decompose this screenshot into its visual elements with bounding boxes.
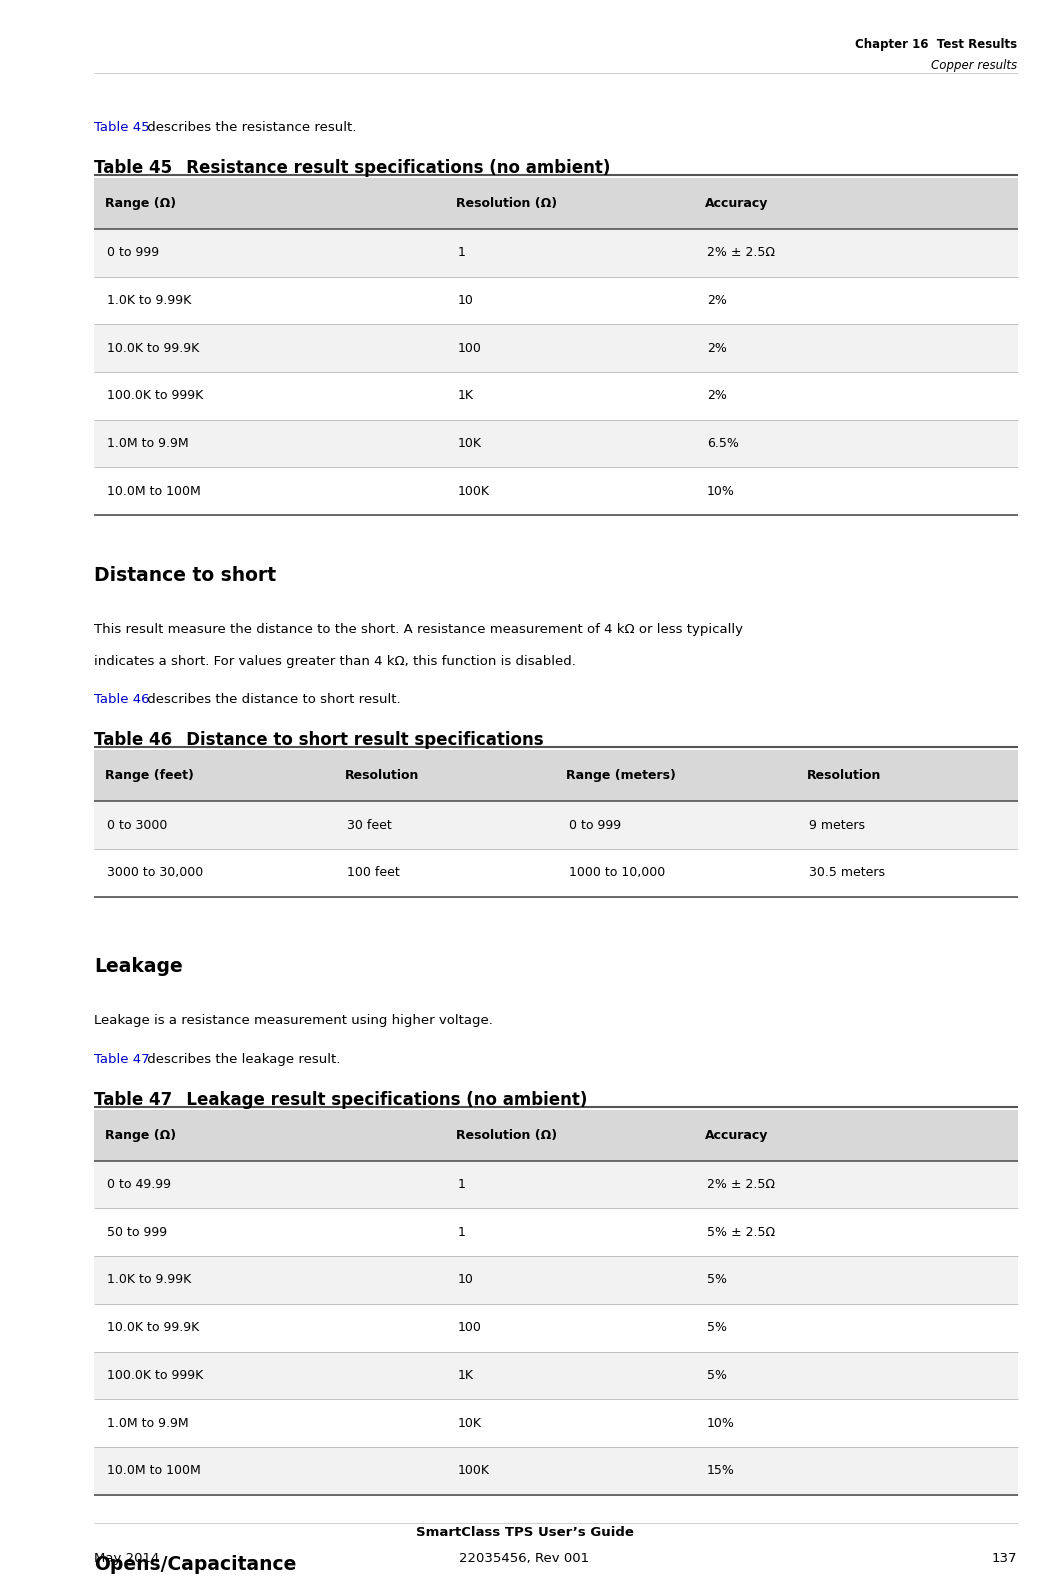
Text: 1.0K to 9.99K: 1.0K to 9.99K — [107, 294, 191, 307]
Text: 1.0M to 9.9M: 1.0M to 9.9M — [107, 1417, 189, 1429]
Text: 5% ± 2.5Ω: 5% ± 2.5Ω — [707, 1226, 775, 1239]
Text: Leakage: Leakage — [94, 957, 184, 976]
Text: 10: 10 — [457, 1274, 474, 1286]
Text: 100: 100 — [457, 1321, 481, 1334]
Text: 10%: 10% — [707, 485, 735, 498]
Bar — [94, 1256, 1018, 1304]
Text: 22035456, Rev 001: 22035456, Rev 001 — [459, 1552, 590, 1565]
Text: 2%: 2% — [707, 342, 727, 355]
Text: 0 to 49.99: 0 to 49.99 — [107, 1178, 171, 1191]
Text: Range (feet): Range (feet) — [105, 770, 194, 782]
Text: 0 to 999: 0 to 999 — [107, 246, 159, 259]
Bar — [94, 1352, 1018, 1399]
Text: Table 47  Leakage result specifications (no ambient): Table 47 Leakage result specifications (… — [94, 1091, 587, 1108]
Text: 2%: 2% — [707, 390, 727, 402]
Text: 10K: 10K — [457, 437, 481, 450]
Bar — [94, 1304, 1018, 1352]
Text: 1: 1 — [457, 1226, 466, 1239]
Text: Leakage is a resistance measurement using higher voltage.: Leakage is a resistance measurement usin… — [94, 1014, 493, 1027]
Text: Distance to short: Distance to short — [94, 566, 277, 585]
Text: 100K: 100K — [457, 1464, 490, 1477]
Text: 15%: 15% — [707, 1464, 735, 1477]
Bar — [94, 372, 1018, 420]
Text: Range (Ω): Range (Ω) — [105, 1129, 176, 1142]
Text: SmartClass TPS User’s Guide: SmartClass TPS User’s Guide — [415, 1526, 634, 1539]
Text: 2% ± 2.5Ω: 2% ± 2.5Ω — [707, 1178, 775, 1191]
Text: Resolution (Ω): Resolution (Ω) — [455, 1129, 557, 1142]
Bar — [94, 801, 1018, 849]
Text: 50 to 999: 50 to 999 — [107, 1226, 167, 1239]
Text: Accuracy: Accuracy — [705, 197, 768, 210]
Text: 9 meters: 9 meters — [809, 819, 864, 832]
Bar — [94, 849, 1018, 897]
Text: 10%: 10% — [707, 1417, 735, 1429]
Text: Table 45  Resistance result specifications (no ambient): Table 45 Resistance result specification… — [94, 159, 611, 176]
Bar — [94, 750, 1018, 801]
Text: May 2014: May 2014 — [94, 1552, 159, 1565]
Bar — [94, 324, 1018, 372]
Text: Copper results: Copper results — [932, 59, 1018, 72]
Text: Range (Ω): Range (Ω) — [105, 197, 176, 210]
Bar — [94, 1399, 1018, 1447]
Text: 3000 to 30,000: 3000 to 30,000 — [107, 867, 204, 879]
Text: 30 feet: 30 feet — [347, 819, 391, 832]
Text: 1K: 1K — [457, 390, 474, 402]
Text: 1.0K to 9.99K: 1.0K to 9.99K — [107, 1274, 191, 1286]
Text: 100.0K to 999K: 100.0K to 999K — [107, 390, 204, 402]
Text: Table 46  Distance to short result specifications: Table 46 Distance to short result specif… — [94, 731, 544, 749]
Text: 5%: 5% — [707, 1321, 727, 1334]
Bar — [94, 467, 1018, 515]
Text: 1: 1 — [457, 1178, 466, 1191]
Text: 10.0M to 100M: 10.0M to 100M — [107, 485, 200, 498]
Bar — [94, 1447, 1018, 1495]
Text: 1: 1 — [457, 246, 466, 259]
Text: Resolution: Resolution — [345, 770, 420, 782]
Text: 2%: 2% — [707, 294, 727, 307]
Text: 10.0M to 100M: 10.0M to 100M — [107, 1464, 200, 1477]
Text: 2% ± 2.5Ω: 2% ± 2.5Ω — [707, 246, 775, 259]
Text: 10: 10 — [457, 294, 474, 307]
Text: Resolution (Ω): Resolution (Ω) — [455, 197, 557, 210]
Text: 5%: 5% — [707, 1369, 727, 1382]
Text: Chapter 16  Test Results: Chapter 16 Test Results — [855, 38, 1018, 51]
Text: indicates a short. For values greater than 4 kΩ, this function is disabled.: indicates a short. For values greater th… — [94, 655, 576, 668]
Text: 100: 100 — [457, 342, 481, 355]
Text: describes the leakage result.: describes the leakage result. — [143, 1053, 341, 1065]
Text: describes the resistance result.: describes the resistance result. — [143, 121, 357, 134]
Text: Resolution: Resolution — [807, 770, 881, 782]
Text: Range (meters): Range (meters) — [566, 770, 677, 782]
Text: 137: 137 — [992, 1552, 1018, 1565]
Text: This result measure the distance to the short. A resistance measurement of 4 kΩ : This result measure the distance to the … — [94, 623, 744, 636]
Text: 100K: 100K — [457, 485, 490, 498]
Text: 5%: 5% — [707, 1274, 727, 1286]
Text: 30.5 meters: 30.5 meters — [809, 867, 884, 879]
Bar — [94, 229, 1018, 277]
Bar — [94, 178, 1018, 229]
Text: 0 to 999: 0 to 999 — [569, 819, 621, 832]
Bar — [94, 420, 1018, 467]
Bar — [94, 1208, 1018, 1256]
Text: 10K: 10K — [457, 1417, 481, 1429]
Bar — [94, 1161, 1018, 1208]
Bar — [94, 277, 1018, 324]
Text: 1.0M to 9.9M: 1.0M to 9.9M — [107, 437, 189, 450]
Text: 100 feet: 100 feet — [347, 867, 400, 879]
Text: 10.0K to 99.9K: 10.0K to 99.9K — [107, 1321, 199, 1334]
Text: Opens/Capacitance: Opens/Capacitance — [94, 1555, 297, 1574]
Text: 10.0K to 99.9K: 10.0K to 99.9K — [107, 342, 199, 355]
Text: 1000 to 10,000: 1000 to 10,000 — [569, 867, 665, 879]
Text: 6.5%: 6.5% — [707, 437, 738, 450]
Text: Table 46: Table 46 — [94, 693, 150, 706]
Text: Table 45: Table 45 — [94, 121, 150, 134]
Text: describes the distance to short result.: describes the distance to short result. — [143, 693, 401, 706]
Text: Accuracy: Accuracy — [705, 1129, 768, 1142]
Text: 1K: 1K — [457, 1369, 474, 1382]
Bar — [94, 1110, 1018, 1161]
Text: 100.0K to 999K: 100.0K to 999K — [107, 1369, 204, 1382]
Text: Table 47: Table 47 — [94, 1053, 150, 1065]
Text: 0 to 3000: 0 to 3000 — [107, 819, 168, 832]
